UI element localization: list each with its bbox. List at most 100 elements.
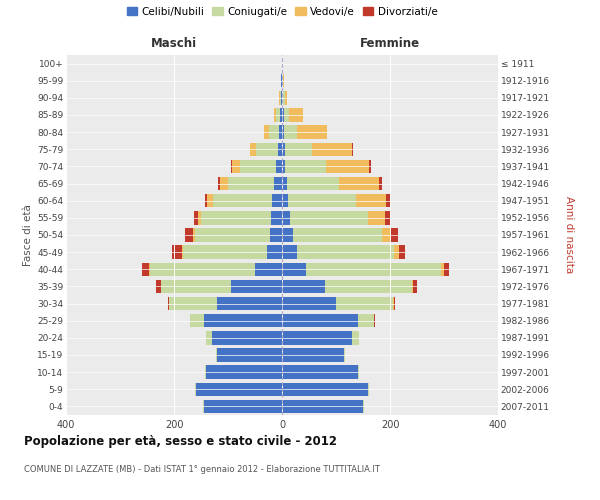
Bar (282, 348, 345, 362)
Bar (282, 126, 297, 139)
Bar (280, 91, 282, 104)
Bar (282, 194, 386, 207)
Bar (274, 108, 282, 122)
Bar (250, 142, 282, 156)
Bar (282, 297, 394, 310)
Bar (282, 126, 328, 139)
Bar (282, 382, 370, 396)
Bar (194, 382, 282, 396)
Bar (282, 331, 359, 344)
Bar (282, 211, 290, 224)
Bar (220, 177, 282, 190)
Bar (190, 314, 282, 328)
Bar (161, 280, 282, 293)
Bar (185, 228, 282, 241)
Bar (276, 108, 282, 122)
Bar (282, 262, 449, 276)
Bar (196, 382, 282, 396)
Bar (256, 142, 282, 156)
Bar (282, 74, 284, 88)
Bar (280, 91, 282, 104)
Bar (201, 211, 282, 224)
Bar (255, 262, 282, 276)
Bar (282, 142, 312, 156)
Bar (282, 246, 405, 259)
Bar (198, 211, 282, 224)
Bar (282, 211, 368, 224)
Bar (282, 280, 412, 293)
Bar (282, 160, 326, 173)
Bar (204, 400, 282, 413)
Bar (282, 297, 392, 310)
Bar (183, 246, 282, 259)
Bar (275, 160, 282, 173)
Bar (282, 228, 398, 241)
Bar (272, 194, 282, 207)
Bar (271, 211, 282, 224)
Bar (282, 331, 359, 344)
Bar (282, 366, 359, 379)
Bar (282, 160, 285, 173)
Bar (204, 314, 282, 328)
Bar (282, 314, 374, 328)
Bar (282, 297, 395, 310)
Bar (282, 331, 359, 344)
Bar (282, 246, 297, 259)
Text: Maschi: Maschi (151, 37, 197, 50)
Bar (282, 211, 385, 224)
Bar (203, 400, 282, 413)
Bar (282, 280, 417, 293)
Bar (282, 91, 287, 104)
Bar (182, 246, 282, 259)
Bar (282, 126, 284, 139)
Bar (267, 246, 282, 259)
Bar (282, 382, 368, 396)
Bar (217, 297, 282, 310)
Bar (282, 177, 338, 190)
Bar (282, 194, 391, 207)
Bar (194, 228, 282, 241)
Bar (281, 74, 282, 88)
Bar (206, 331, 282, 344)
Bar (282, 228, 390, 241)
Bar (216, 348, 282, 362)
Bar (282, 400, 363, 413)
Bar (282, 194, 289, 207)
Legend: Celibi/Nubili, Coniugati/e, Vedovi/e, Divorziati/e: Celibi/Nubili, Coniugati/e, Vedovi/e, Di… (122, 2, 442, 21)
Bar (281, 74, 282, 88)
Bar (264, 126, 282, 139)
Bar (264, 126, 282, 139)
Bar (282, 108, 284, 122)
Bar (206, 331, 282, 344)
Bar (282, 366, 359, 379)
Bar (282, 331, 352, 344)
Bar (205, 366, 282, 379)
Bar (282, 228, 382, 241)
Bar (218, 177, 282, 190)
Bar (269, 126, 282, 139)
Bar (282, 91, 283, 104)
Bar (282, 314, 375, 328)
Bar (282, 142, 285, 156)
Bar (282, 262, 442, 276)
Bar (282, 91, 287, 104)
Bar (231, 160, 282, 173)
Bar (282, 177, 287, 190)
Bar (172, 246, 282, 259)
Bar (194, 382, 282, 396)
Bar (282, 246, 394, 259)
Bar (274, 177, 282, 190)
Bar (282, 126, 327, 139)
Bar (282, 108, 302, 122)
Text: Popolazione per età, sesso e stato civile - 2012: Popolazione per età, sesso e stato civil… (24, 435, 337, 448)
Bar (282, 108, 289, 122)
Bar (282, 160, 369, 173)
Bar (282, 366, 358, 379)
Bar (282, 246, 398, 259)
Bar (203, 400, 282, 413)
Bar (167, 297, 282, 310)
Bar (149, 262, 282, 276)
Bar (282, 142, 352, 156)
Bar (282, 400, 364, 413)
Bar (282, 348, 344, 362)
